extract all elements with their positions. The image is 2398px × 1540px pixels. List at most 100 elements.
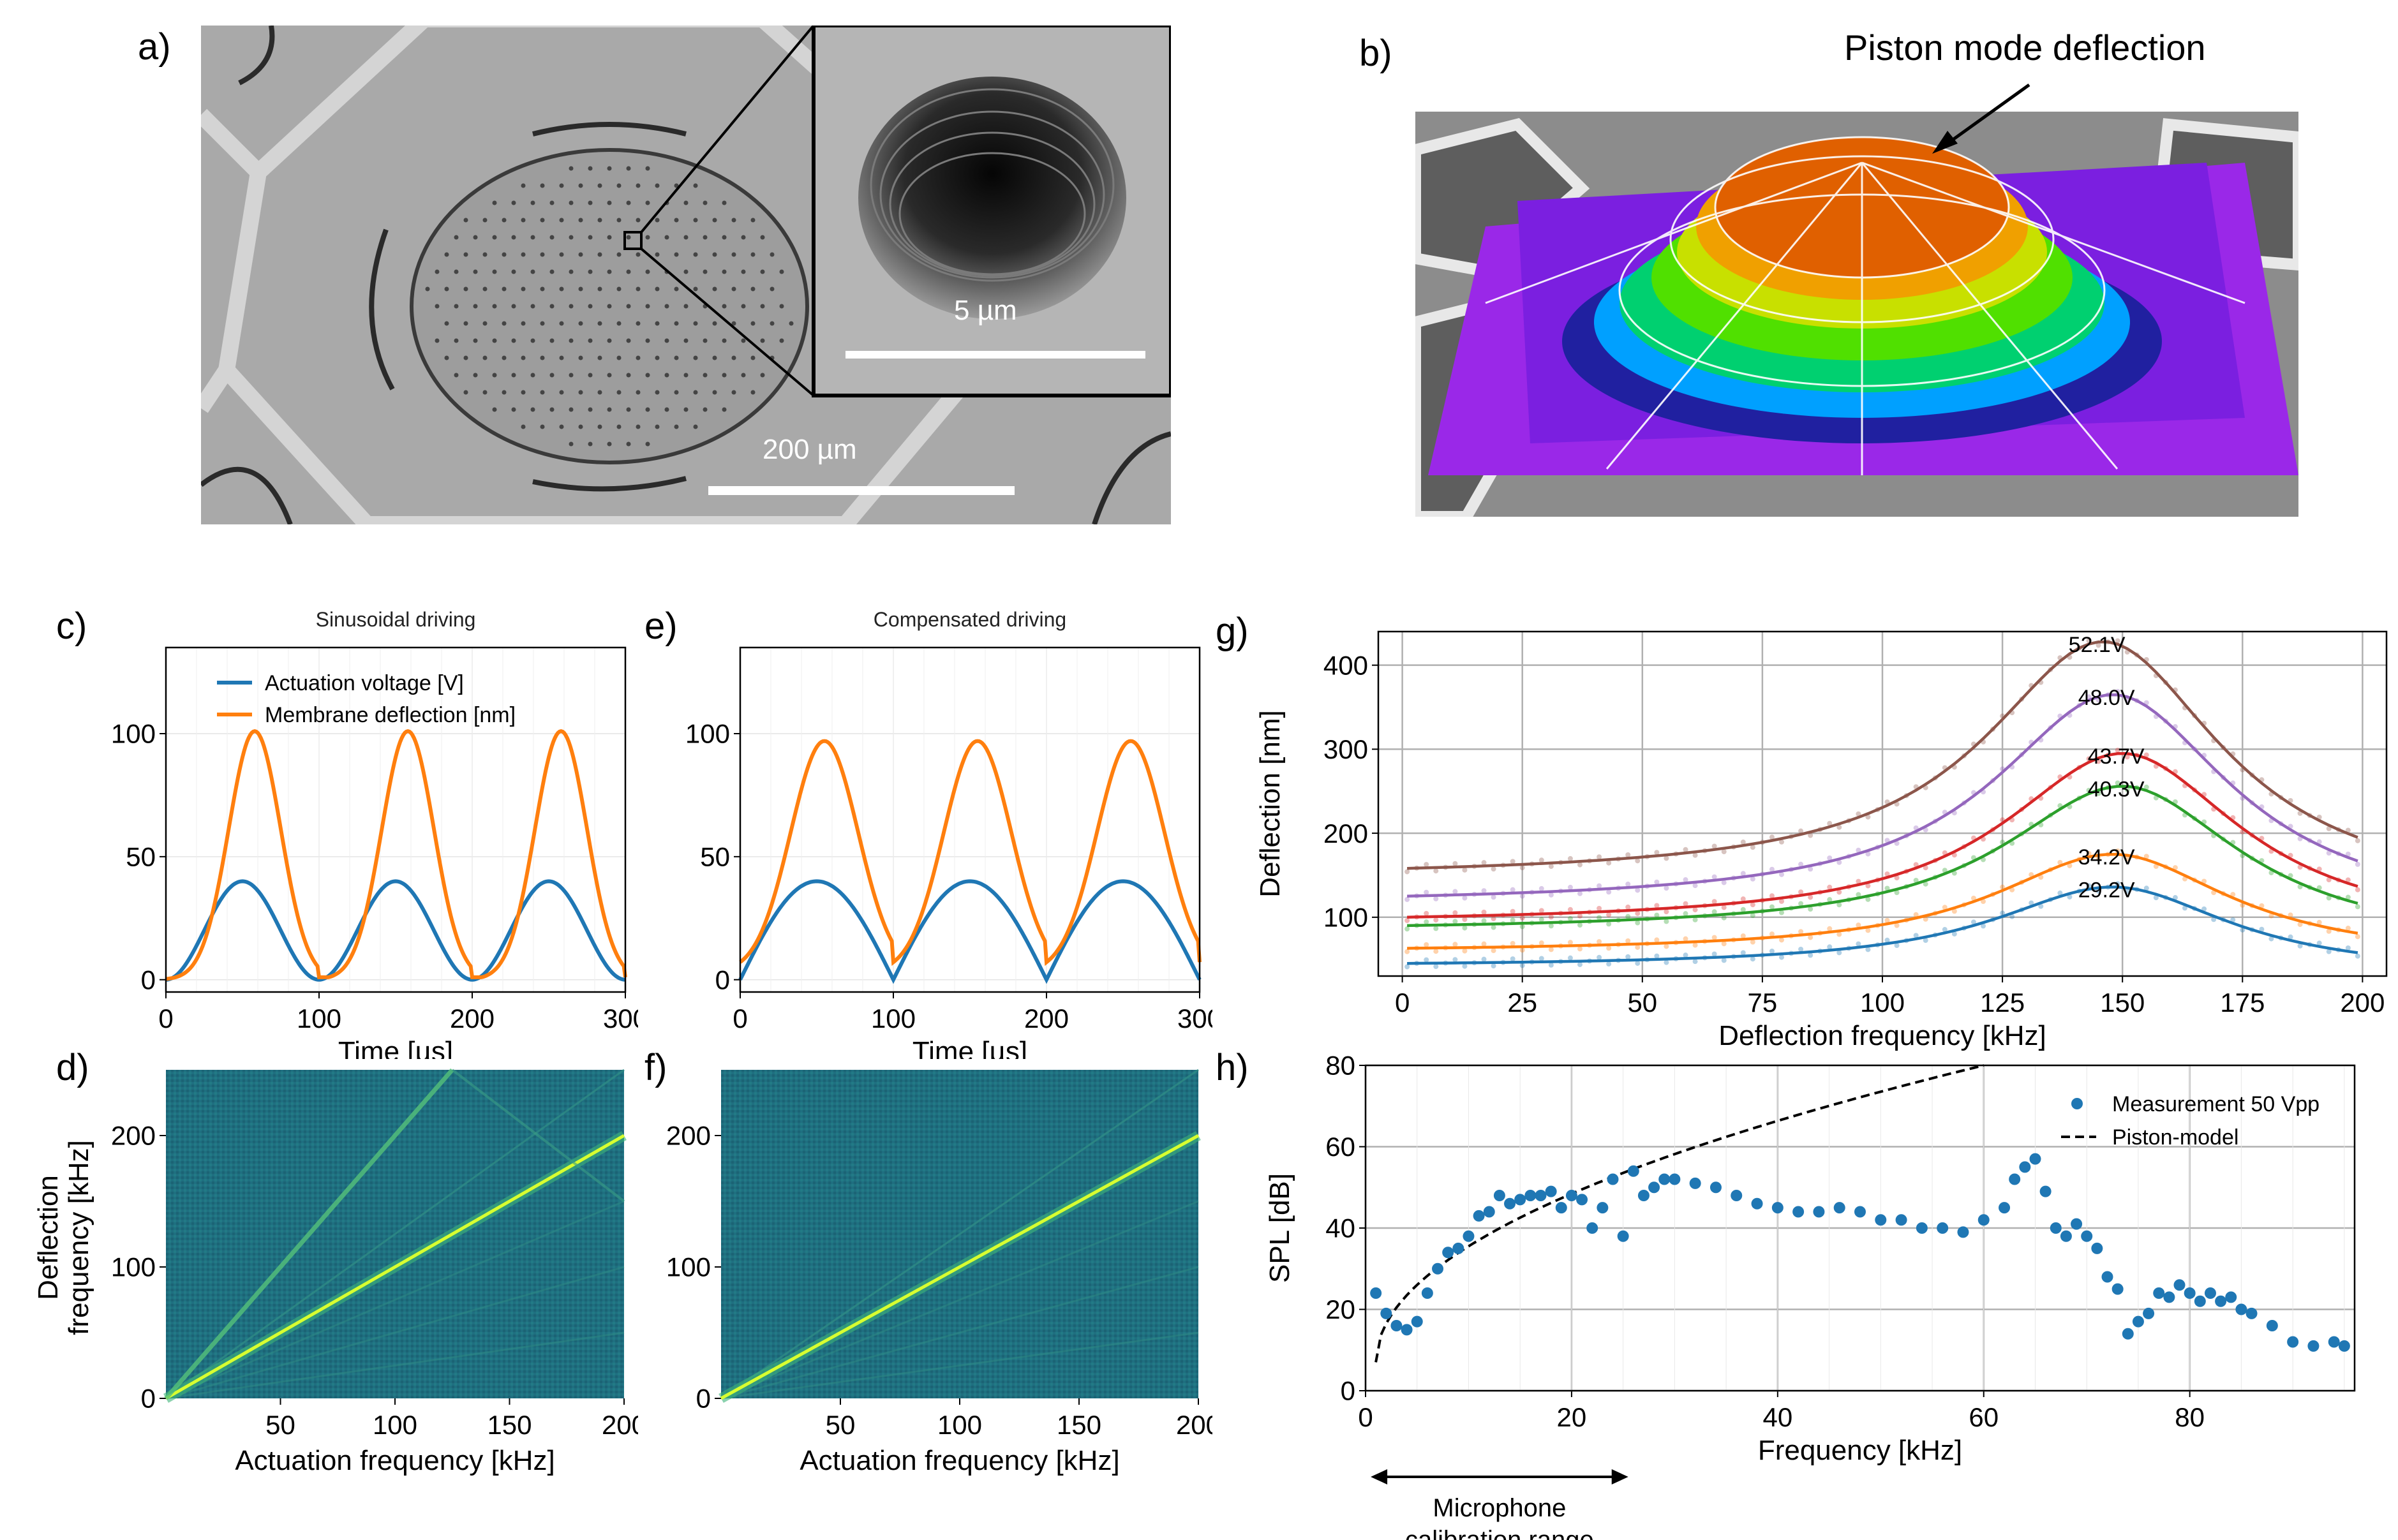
membrane-hole — [683, 407, 689, 412]
membrane-hole — [597, 286, 602, 292]
y-tick-label: 100 — [111, 719, 156, 749]
membrane-hole — [655, 424, 660, 429]
measurement-point — [1452, 1242, 1464, 1254]
data-point-48.0V — [1452, 889, 1458, 894]
data-point-43.7V — [1597, 906, 1602, 912]
data-point-43.7V — [1827, 884, 1833, 890]
data-point-48.0V — [1548, 892, 1554, 898]
measurement-point — [2245, 1307, 2258, 1319]
membrane-hole — [655, 218, 660, 223]
membrane-hole — [655, 183, 660, 188]
data-point-48.0V — [1519, 893, 1525, 899]
measurement-point — [1999, 1202, 2011, 1214]
membrane-hole — [616, 321, 622, 326]
measurement-point — [1432, 1262, 1444, 1275]
measurement-point — [1545, 1185, 1557, 1197]
measurement-point — [1669, 1173, 1681, 1185]
data-point-43.7V — [1606, 912, 1612, 917]
data-point-29.2V — [1856, 941, 1861, 947]
data-point-29.2V — [1798, 946, 1804, 952]
data-point-43.7V — [1452, 910, 1458, 915]
chart-title: Sinusoidal driving — [316, 608, 476, 631]
data-point-52.1V — [1779, 839, 1784, 845]
inset-scale-label: 5 µm — [954, 295, 1017, 326]
membrane-hole — [578, 252, 583, 257]
membrane-hole — [674, 183, 679, 188]
data-point-52.1V — [1606, 860, 1612, 866]
membrane-hole — [616, 390, 622, 395]
membrane-hole — [492, 304, 497, 309]
membrane-hole — [722, 200, 727, 205]
measurement-point — [1689, 1177, 1701, 1189]
data-point-29.2V — [1481, 956, 1487, 962]
data-point-34.2V — [2240, 902, 2245, 908]
membrane-hole — [569, 338, 574, 343]
data-point-52.1V — [1798, 828, 1804, 834]
data-point-43.7V — [1635, 910, 1641, 916]
membrane-hole — [540, 321, 545, 326]
data-point-34.2V — [1750, 939, 1755, 945]
data-point-40.3V — [1577, 922, 1583, 928]
measurement-point — [2143, 1307, 2155, 1319]
data-point-43.7V — [2326, 877, 2332, 883]
membrane-hole — [502, 390, 507, 395]
data-point-40.3V — [1606, 921, 1612, 927]
measurement-point — [2307, 1340, 2320, 1352]
membrane-hole — [454, 373, 459, 378]
x-tick-label: 100 — [937, 1410, 982, 1440]
membrane-hole — [645, 200, 650, 205]
membrane-hole — [731, 218, 736, 223]
data-point-34.2V — [2086, 850, 2092, 856]
x-axis-label: Frequency [kHz] — [1758, 1435, 1962, 1466]
membrane-hole — [530, 200, 535, 205]
data-point-29.2V — [1981, 923, 1986, 929]
membrane-hole — [521, 390, 526, 395]
membrane-hole — [597, 390, 602, 395]
measurement-point — [1463, 1230, 1475, 1242]
data-point-29.2V — [1635, 960, 1641, 966]
membrane-hole — [722, 407, 727, 412]
membrane-hole — [741, 269, 746, 274]
data-point-52.1V — [1865, 814, 1871, 820]
membrane-hole — [616, 424, 622, 429]
data-point-48.0V — [1462, 895, 1468, 901]
membrane-hole — [588, 269, 593, 274]
data-point-48.0V — [2345, 851, 2351, 857]
data-point-29.2V — [1808, 952, 1813, 958]
membrane-hole — [741, 373, 746, 378]
data-point-43.7V — [1750, 902, 1755, 908]
membrane-hole — [750, 286, 756, 292]
measurement-point — [1411, 1315, 1423, 1328]
membrane-hole — [578, 321, 583, 326]
membrane-hole — [607, 269, 612, 274]
data-point-48.0V — [1692, 883, 1698, 889]
membrane-hole — [674, 218, 679, 223]
x-tick-label: 200 — [1024, 1003, 1069, 1033]
spectral-line — [165, 1266, 625, 1400]
data-point-43.7V — [1510, 908, 1516, 914]
membrane-hole — [703, 338, 708, 343]
piston-3d-render — [1415, 112, 2298, 517]
membrane-hole — [597, 252, 602, 257]
data-point-34.2V — [2057, 859, 2063, 865]
data-point-29.2V — [2143, 885, 2149, 891]
data-point-52.1V — [1538, 857, 1544, 863]
data-point-34.2V — [1577, 946, 1583, 952]
membrane-hole — [454, 338, 459, 343]
membrane-hole — [492, 338, 497, 343]
measurement-point — [2225, 1291, 2237, 1303]
data-point-29.2V — [2029, 900, 2034, 906]
data-point-40.3V — [1894, 890, 1900, 896]
measurement-point — [1442, 1247, 1454, 1259]
data-point-40.3V — [1865, 896, 1871, 902]
measurement-point — [1875, 1214, 1887, 1226]
membrane-hole — [693, 424, 698, 429]
data-point-52.1V — [2355, 838, 2360, 843]
membrane-hole — [473, 269, 478, 274]
measurement-point — [1813, 1206, 1825, 1218]
data-point-48.0V — [1865, 851, 1871, 857]
data-point-40.3V — [2143, 784, 2149, 790]
x-axis-label: Actuation frequency [kHz] — [800, 1445, 1119, 1476]
data-point-52.1V — [1836, 824, 1842, 830]
data-point-52.1V — [1711, 843, 1717, 849]
